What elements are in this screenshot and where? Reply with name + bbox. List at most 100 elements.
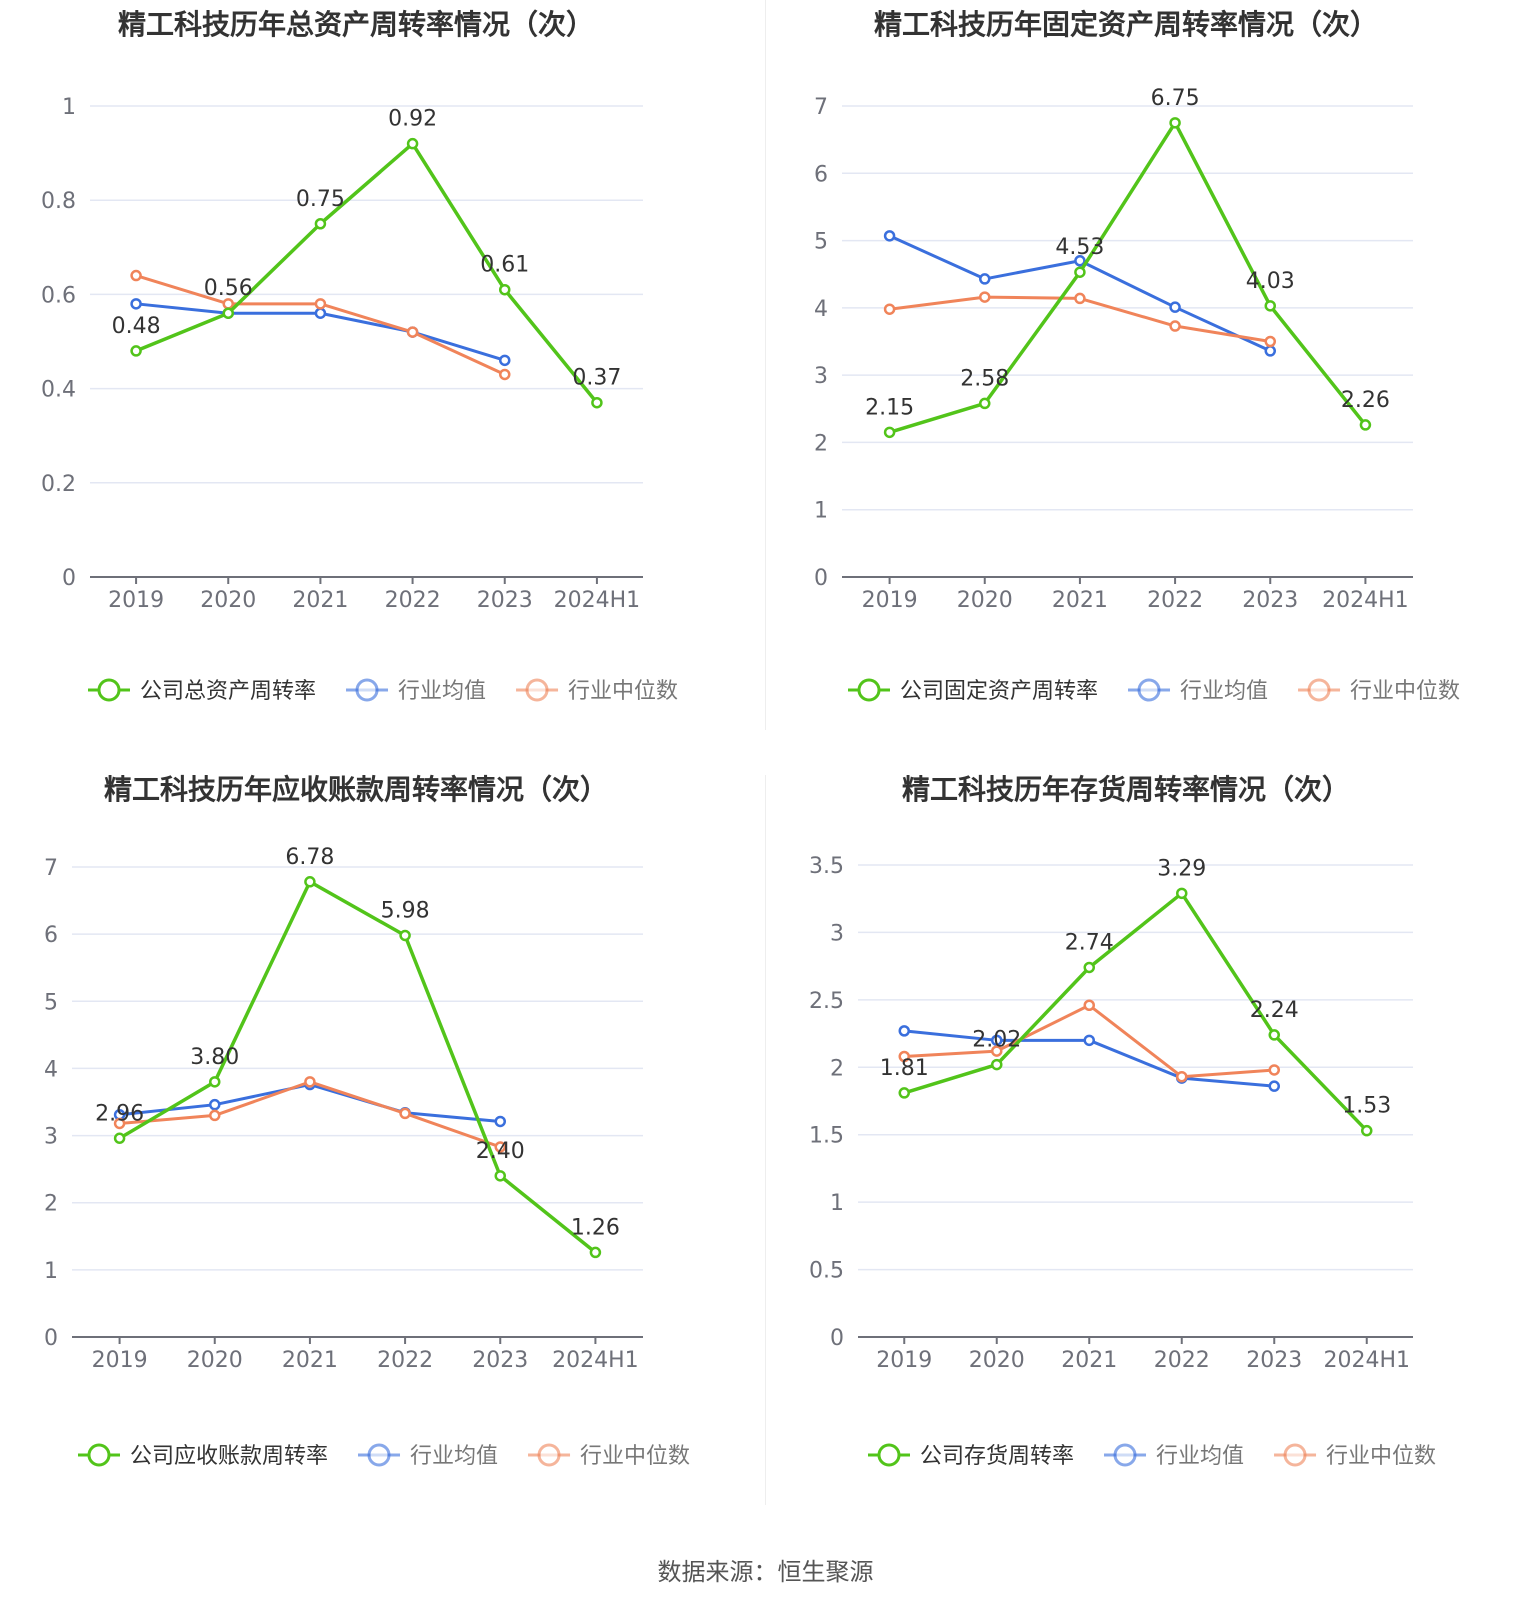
x-tick-label: 2023: [1242, 588, 1298, 613]
y-tick-label: 1: [62, 95, 76, 120]
data-point-median: [883, 303, 896, 315]
x-tick-label: 2021: [282, 1348, 338, 1373]
chart-panel-receivables-turnover: 精工科技历年应收账款周转率情况（次） 0 1 2 3 4 5 6 7 2019 2020 2021 20…: [0, 765, 765, 1545]
legend-label-company: 公司总资产周转率: [140, 679, 316, 704]
panel-divider-top: [765, 0, 766, 730]
x-tick-label: 2020: [957, 588, 1013, 613]
data-point-company: [499, 283, 511, 296]
data-point-company: [898, 1087, 910, 1099]
y-tick-label: 1: [44, 1259, 58, 1284]
x-tick-label: 2024H1: [554, 588, 641, 613]
data-label: 2.40: [476, 1139, 525, 1164]
data-point-median: [898, 1050, 910, 1063]
data-point-company: [1268, 1029, 1280, 1041]
data-point-avg: [209, 1098, 221, 1111]
chart-title: 精工科技历年存货周转率情况（次）: [902, 773, 1350, 806]
y-tick-label: 0.6: [41, 283, 76, 308]
data-point-median: [209, 1109, 221, 1122]
series-line-company: [903, 891, 1369, 1132]
legend-item-avg: 行业均值: [1128, 678, 1268, 704]
legend-item-company: 公司总资产周转率: [88, 678, 316, 704]
legend-label-company: 公司存货周转率: [920, 1444, 1074, 1469]
data-point-median: [1176, 1070, 1188, 1083]
data-point-median: [1264, 335, 1276, 348]
data-point-company: [883, 426, 896, 439]
y-tick-label: 1.5: [809, 1124, 844, 1149]
series-line-median: [119, 1080, 501, 1149]
data-label: 2.24: [1250, 998, 1299, 1023]
data-point-company: [1074, 266, 1086, 278]
y-tick-label: 0: [62, 566, 76, 591]
y-tick-label: 5: [44, 990, 58, 1015]
data-point-company: [406, 137, 419, 150]
data-point-median: [1074, 292, 1086, 305]
x-tick-label: 2024H1: [1322, 588, 1409, 613]
data-label: 6.78: [285, 845, 334, 870]
data-point-company: [1361, 1124, 1373, 1137]
legend-item-median: 行业中位数: [1274, 1443, 1436, 1469]
legend-marker-median: [525, 678, 549, 702]
chart-panel-inventory-turnover: 精工科技历年存货周转率情况（次） 0 0.5 1 1.5 2 2.5 3 3.5 2019 2020…: [765, 765, 1530, 1545]
data-label: 0.92: [388, 107, 437, 132]
x-tick-label: 2023: [1246, 1348, 1302, 1373]
x-tick-label: 2021: [1061, 1348, 1117, 1373]
data-point-company: [304, 876, 316, 888]
chart-fixed-asset-turnover: 精工科技历年固定资产周转率情况（次） 0 1 2 3 4 5 6 7 2019 2020 2021 20…: [814, 8, 1460, 704]
data-label: 3.80: [190, 1045, 239, 1070]
data-point-avg: [991, 1034, 1003, 1047]
data-source-note: 数据来源：恒生聚源: [657, 1558, 874, 1586]
y-tick-label: 2: [44, 1192, 58, 1217]
data-label: 2.26: [1341, 388, 1390, 413]
y-tick-label: 2.5: [809, 989, 844, 1014]
data-point-company: [1264, 300, 1276, 312]
data-point-median: [1169, 320, 1181, 332]
data-point-avg: [499, 354, 511, 367]
data-label: 1.53: [1342, 1094, 1391, 1119]
data-label: 0.61: [480, 253, 529, 278]
data-point-avg: [314, 307, 327, 319]
data-point-avg: [1083, 1034, 1095, 1047]
data-point-avg: [1169, 301, 1181, 313]
legend-item-company: 公司存货周转率: [868, 1443, 1074, 1469]
data-point-company: [1083, 961, 1095, 974]
x-tick-label: 2020: [969, 1348, 1025, 1373]
x-tick-label: 2022: [1154, 1348, 1210, 1373]
legend-label-avg: 行业均值: [410, 1444, 498, 1469]
data-label: 5.98: [381, 898, 430, 923]
data-point-avg: [494, 1115, 506, 1128]
data-point-company: [209, 1076, 221, 1088]
data-point-median: [304, 1076, 316, 1088]
data-point-median: [494, 1141, 506, 1153]
data-label: 6.75: [1151, 86, 1200, 111]
data-label: 2.02: [972, 1028, 1021, 1053]
legend-item-company: 公司应收账款周转率: [78, 1443, 328, 1469]
x-tick-label: 2021: [292, 588, 348, 613]
legend-label-avg: 行业均值: [1180, 679, 1268, 704]
y-tick-label: 0.2: [41, 472, 76, 497]
legend-item-median: 行业中位数: [1298, 678, 1460, 704]
data-point-median: [499, 368, 511, 381]
x-tick-label: 2022: [377, 1348, 433, 1373]
legend-label-median: 行业中位数: [1326, 1444, 1436, 1469]
data-label: 4.53: [1055, 235, 1104, 260]
y-tick-label: 3: [44, 1125, 58, 1150]
x-tick-label: 2020: [200, 588, 256, 613]
data-point-company: [222, 307, 234, 319]
legend-marker-median: [1283, 1443, 1307, 1467]
data-label: 0.75: [296, 187, 345, 212]
data-point-median: [314, 298, 327, 310]
legend-label-avg: 行业均值: [1156, 1444, 1244, 1469]
data-point-median: [406, 326, 419, 338]
data-label: 0.48: [112, 314, 161, 339]
y-tick-label: 4: [44, 1057, 58, 1082]
series-line-company: [135, 141, 599, 404]
data-point-median: [1268, 1064, 1280, 1076]
data-point-avg: [1074, 255, 1086, 267]
data-point-median: [991, 1045, 1003, 1057]
y-tick-label: 0.4: [41, 378, 76, 403]
legend-marker-avg: [355, 678, 379, 702]
data-point-company: [1176, 887, 1188, 900]
y-tick-label: 6: [814, 162, 828, 187]
x-tick-label: 2022: [385, 588, 441, 613]
legend-marker-avg: [1137, 678, 1161, 702]
